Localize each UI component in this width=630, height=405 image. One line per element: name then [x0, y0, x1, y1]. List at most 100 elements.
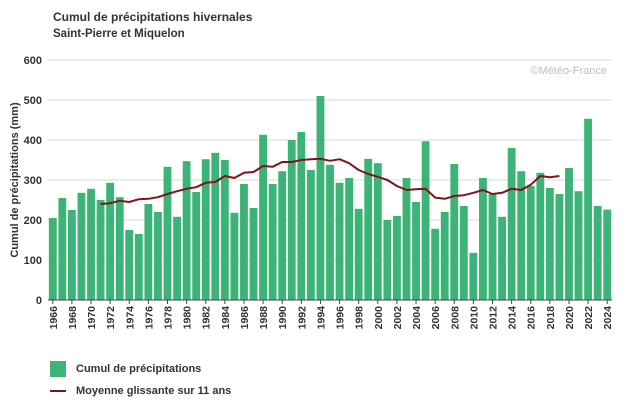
x-tick-label: 2020	[564, 306, 576, 330]
legend-swatch-line	[50, 390, 66, 392]
bar	[440, 212, 449, 300]
x-tick-label: 2000	[373, 306, 385, 330]
bar	[240, 184, 248, 300]
x-tick-label: 1980	[182, 306, 194, 330]
bar	[220, 160, 229, 300]
x-tick-label: 2018	[545, 306, 557, 330]
bar	[536, 172, 545, 300]
legend-item-line: Moyenne glissante sur 11 ans	[50, 382, 231, 400]
x-tick-label: 1970	[86, 306, 98, 330]
legend-swatch-bars	[50, 361, 66, 377]
bar	[545, 188, 554, 300]
x-tick-label: 1982	[201, 306, 213, 330]
y-axis-label: Cumul de précipitations (mm)	[9, 102, 21, 258]
bar	[412, 202, 420, 300]
x-tick-label: 1986	[239, 306, 251, 330]
x-tick-label: 2016	[526, 306, 538, 330]
bar	[555, 194, 564, 300]
x-tick-label: 1996	[335, 306, 347, 330]
bar	[488, 194, 497, 300]
bar	[125, 230, 134, 300]
y-tick-label: 400	[24, 135, 42, 147]
bar	[173, 216, 181, 300]
bar	[278, 171, 287, 300]
y-tick-label: 0	[36, 295, 42, 307]
moving-average-layer	[100, 157, 560, 205]
x-tick-label: 1966	[48, 306, 60, 330]
x-tick-label: 1994	[315, 306, 327, 330]
bar	[201, 159, 210, 300]
bar	[479, 178, 487, 300]
bar	[335, 182, 344, 300]
bar	[163, 166, 172, 300]
bar	[603, 209, 612, 300]
axes: 0 100 200 300 400 500 600 1966 1968 1970 1972 1974 1…	[24, 55, 615, 329]
bar	[364, 158, 373, 300]
x-tick-label: 1998	[354, 306, 366, 330]
bar	[383, 220, 392, 300]
x-tick-label: 1978	[162, 306, 174, 330]
bar	[593, 206, 602, 300]
x-tick-label: 1968	[67, 306, 79, 330]
bar	[507, 148, 516, 300]
legend-label-bars: Cumul de précipitations	[76, 363, 202, 375]
x-tick-label: 1974	[124, 306, 136, 330]
bar	[144, 204, 153, 300]
bar	[326, 164, 334, 300]
bar	[297, 132, 306, 300]
bar	[431, 228, 440, 300]
bar	[402, 178, 411, 300]
bar	[584, 118, 593, 300]
bar	[192, 192, 201, 300]
x-tick-label: 2006	[430, 306, 442, 330]
bar	[106, 182, 115, 300]
bar	[469, 252, 478, 300]
bar	[249, 208, 258, 300]
bar	[87, 188, 95, 300]
bar	[182, 161, 191, 300]
bar	[421, 141, 430, 300]
bar	[373, 163, 382, 300]
bar	[230, 212, 239, 300]
bar	[96, 200, 105, 300]
x-tick-label: 2012	[488, 306, 500, 330]
x-tick-label: 2024	[602, 306, 614, 330]
watermark-text: ©Météo-France	[530, 65, 607, 77]
moving-average-line	[100, 157, 560, 205]
y-tick-label: 500	[24, 95, 42, 107]
bar	[115, 197, 124, 300]
x-tick-label: 2022	[583, 306, 595, 330]
x-tick-label: 1972	[105, 306, 117, 330]
bar	[459, 206, 468, 300]
x-tick-label: 1992	[296, 306, 308, 330]
bar	[450, 164, 459, 300]
bar	[498, 216, 506, 300]
y-tick-label: 300	[24, 175, 42, 187]
x-tick-label: 2010	[468, 306, 480, 330]
bar	[354, 208, 363, 300]
bar	[306, 170, 315, 300]
bar	[134, 234, 143, 300]
bar	[345, 178, 354, 300]
bar	[517, 171, 526, 300]
bars	[48, 96, 612, 300]
x-tick-label: 1990	[277, 306, 289, 330]
legend-label-line: Moyenne glissante sur 11 ans	[76, 385, 232, 397]
chart-title: Cumul de précipitations hivernales	[53, 10, 253, 24]
x-tick-label: 1988	[258, 306, 270, 330]
bar	[154, 212, 162, 300]
bar	[287, 140, 296, 300]
x-tick-label: 2002	[392, 306, 404, 330]
x-tick-label: 2004	[411, 306, 423, 330]
bar	[268, 184, 277, 300]
bar	[211, 152, 220, 300]
bar	[67, 210, 76, 300]
bar	[574, 191, 583, 300]
legend: Cumul de précipitations Moyenne glissant…	[50, 360, 231, 404]
bar	[58, 198, 67, 300]
x-tick-label: 2014	[507, 306, 519, 330]
y-tick-label: 600	[24, 55, 42, 67]
x-tick-label: 2008	[449, 306, 461, 330]
bar	[565, 168, 573, 300]
bar	[259, 134, 268, 300]
